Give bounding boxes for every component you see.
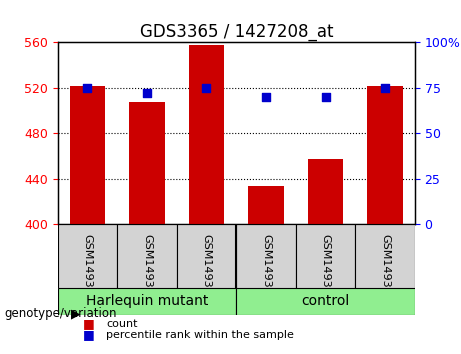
Text: control: control [301, 295, 350, 308]
Text: genotype/variation: genotype/variation [5, 307, 117, 320]
Text: GSM149365: GSM149365 [380, 234, 390, 301]
FancyBboxPatch shape [296, 224, 355, 288]
Bar [189, 45, 225, 224]
Bar [70, 86, 105, 224]
Bar [308, 159, 343, 224]
FancyBboxPatch shape [58, 224, 117, 288]
Point [143, 91, 151, 96]
Point [322, 94, 329, 100]
FancyBboxPatch shape [117, 224, 177, 288]
Text: count: count [106, 319, 137, 329]
Point [262, 94, 270, 100]
Text: GSM149364: GSM149364 [320, 234, 331, 302]
Text: percentile rank within the sample: percentile rank within the sample [106, 330, 294, 339]
Text: GSM149362: GSM149362 [201, 234, 212, 302]
FancyBboxPatch shape [236, 224, 296, 288]
Bar [129, 102, 165, 224]
Bar [248, 185, 284, 224]
FancyBboxPatch shape [236, 288, 415, 315]
Text: ▶: ▶ [71, 308, 81, 321]
FancyBboxPatch shape [58, 288, 236, 315]
Point [381, 85, 389, 91]
Text: GSM149361: GSM149361 [142, 234, 152, 301]
Text: ■: ■ [83, 318, 95, 330]
FancyBboxPatch shape [355, 224, 415, 288]
Text: GSM149363: GSM149363 [261, 234, 271, 301]
Text: GSM149360: GSM149360 [83, 234, 92, 301]
Point [203, 85, 210, 91]
Point [84, 85, 91, 91]
Title: GDS3365 / 1427208_at: GDS3365 / 1427208_at [140, 23, 333, 41]
Text: Harlequin mutant: Harlequin mutant [86, 295, 208, 308]
FancyBboxPatch shape [177, 224, 236, 288]
Text: ■: ■ [83, 328, 95, 341]
Bar [367, 86, 403, 224]
